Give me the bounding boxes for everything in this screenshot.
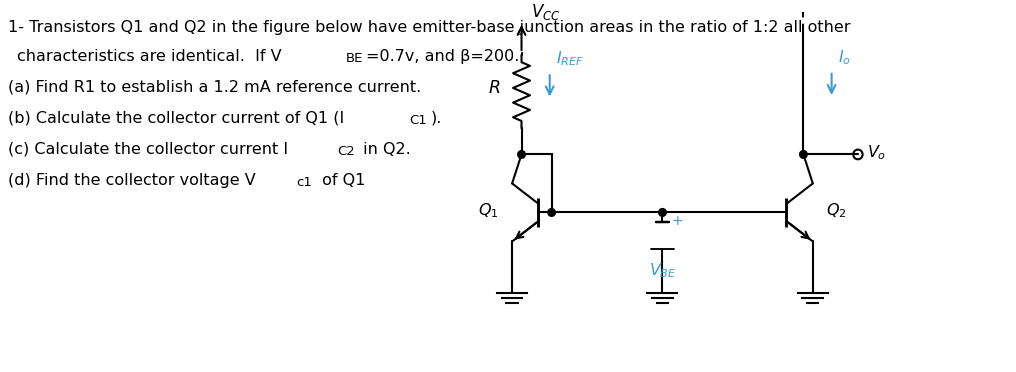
Text: 1- Transistors Q1 and Q2 in the figure below have emitter-base junction areas in: 1- Transistors Q1 and Q2 in the figure b… xyxy=(7,20,850,35)
Circle shape xyxy=(658,209,666,217)
Text: in Q2.: in Q2. xyxy=(358,142,410,157)
Text: (d) Find the collector voltage V: (d) Find the collector voltage V xyxy=(7,173,255,188)
Text: (a) Find R1 to establish a 1.2 mA reference current.: (a) Find R1 to establish a 1.2 mA refere… xyxy=(7,80,421,95)
Text: of Q1: of Q1 xyxy=(317,173,365,188)
Text: c1: c1 xyxy=(296,176,312,189)
Text: characteristics are identical.  If V: characteristics are identical. If V xyxy=(17,49,281,64)
Circle shape xyxy=(548,209,556,217)
Circle shape xyxy=(518,151,525,158)
Text: BE: BE xyxy=(345,52,363,65)
Text: $V_o$: $V_o$ xyxy=(868,143,887,162)
Text: $V_{CC}$: $V_{CC}$ xyxy=(531,2,561,22)
Circle shape xyxy=(800,151,807,158)
Text: ).: ). xyxy=(431,111,442,126)
Text: $Q_2$: $Q_2$ xyxy=(826,201,846,220)
Text: =0.7v, and β=200.: =0.7v, and β=200. xyxy=(367,49,520,64)
Text: $I_o$: $I_o$ xyxy=(838,48,851,67)
Text: $Q_1$: $Q_1$ xyxy=(479,201,499,220)
Text: $I_{REF}$: $I_{REF}$ xyxy=(557,50,584,68)
Text: (c) Calculate the collector current I: (c) Calculate the collector current I xyxy=(7,142,288,157)
Text: +: + xyxy=(672,214,684,228)
Text: $V_{BE}$: $V_{BE}$ xyxy=(648,261,677,279)
Text: (b) Calculate the collector current of Q1 (I: (b) Calculate the collector current of Q… xyxy=(7,111,343,126)
Text: $R$: $R$ xyxy=(489,79,501,97)
Text: C1: C1 xyxy=(409,114,428,127)
Text: C2: C2 xyxy=(337,145,355,158)
